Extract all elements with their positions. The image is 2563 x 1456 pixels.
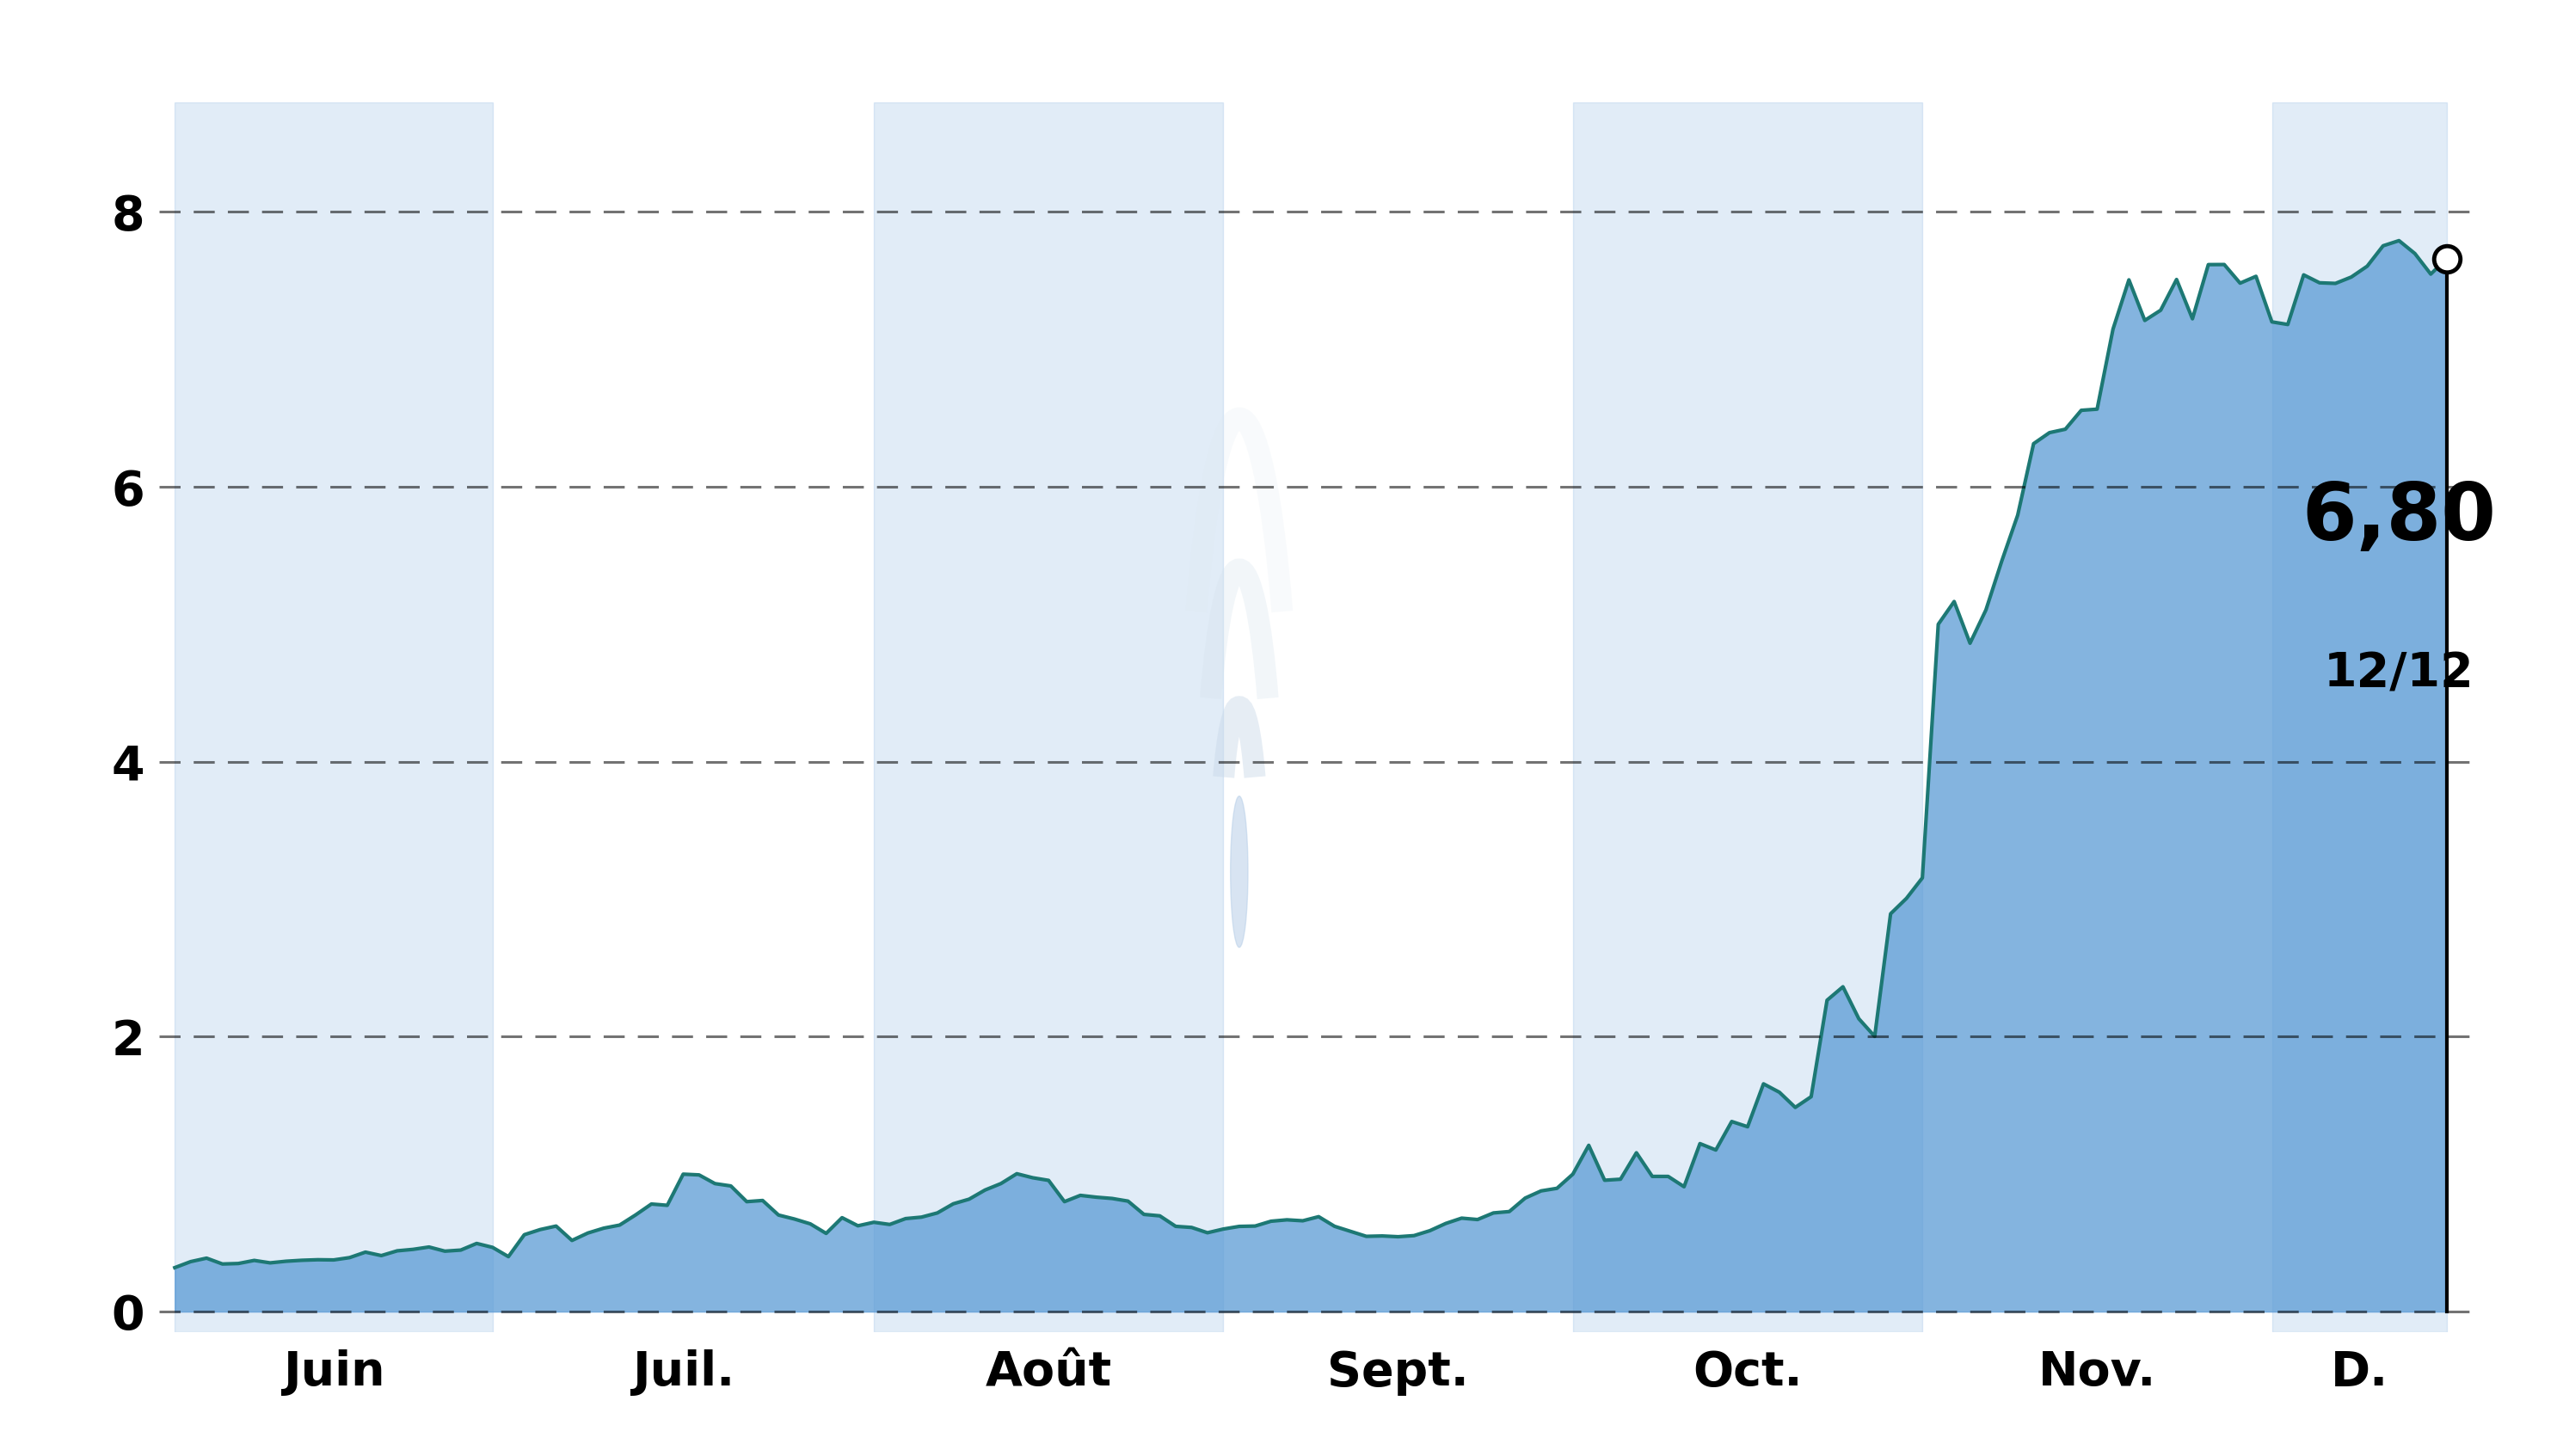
- Text: 6,80: 6,80: [2302, 479, 2496, 556]
- Text: 12/12: 12/12: [2325, 651, 2473, 697]
- Bar: [1574, 102, 1922, 1332]
- Circle shape: [1230, 796, 1248, 948]
- Text: A2Z Smart Technologies Corp.: A2Z Smart Technologies Corp.: [533, 23, 2030, 111]
- Bar: [874, 102, 1223, 1332]
- Bar: [174, 102, 492, 1332]
- Bar: [2271, 102, 2448, 1332]
